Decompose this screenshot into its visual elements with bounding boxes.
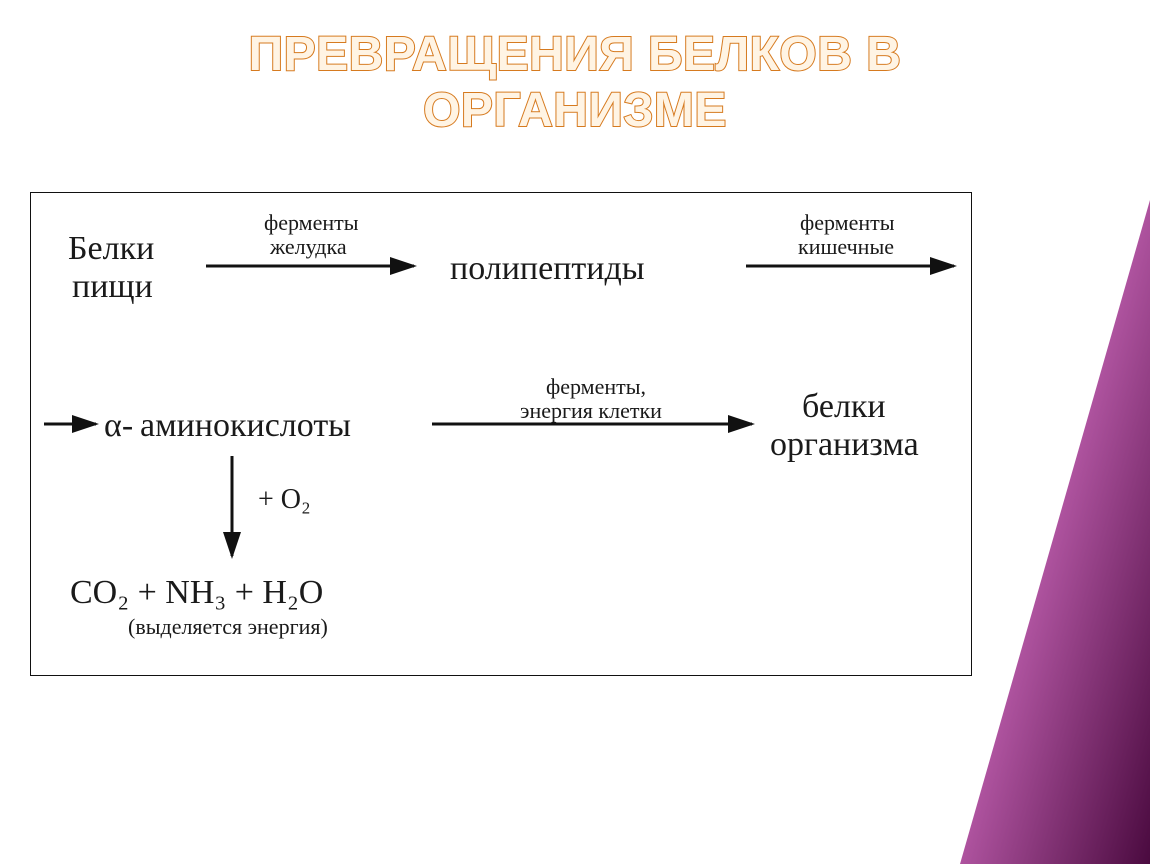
node-products: CO₂ + NH₃ + H₂O [70,574,323,612]
title-svg: ПРЕВРАЩЕНИЯ БЕЛКОВ В ОРГАНИЗМЕ [0,18,1150,148]
node-body-proteins-l2: организма [770,426,919,464]
node-food-proteins-l2: пищи [72,268,153,306]
node-energy-note: (выделяется энергия) [128,614,328,640]
node-plus-o2: + O₂ [258,484,311,516]
slide-title: ПРЕВРАЩЕНИЯ БЕЛКОВ В ОРГАНИЗМЕ [0,18,1150,153]
label-cell-enzymes-l1: ферменты, [546,374,646,400]
node-food-proteins-l1: Белки [68,230,154,268]
label-stomach-enzymes-l2: желудка [270,234,347,260]
node-polypeptides: полипептиды [450,250,645,288]
node-alpha-prefix: α- [104,407,133,445]
label-stomach-enzymes-l1: ферменты [264,210,359,236]
svg-text:ПРЕВРАЩЕНИЯ БЕЛКОВ В: ПРЕВРАЩЕНИЯ БЕЛКОВ В [249,28,902,81]
decorative-gradient [960,200,1150,864]
node-body-proteins-l1: белки [802,388,886,426]
label-intestinal-enzymes-l1: ферменты [800,210,895,236]
node-amino-acids: аминокислоты [140,407,351,445]
label-cell-enzymes-l2: энергия клетки [520,398,662,424]
label-intestinal-enzymes-l2: кишечные [798,234,894,260]
svg-text:ОРГАНИЗМЕ: ОРГАНИЗМЕ [423,84,727,137]
